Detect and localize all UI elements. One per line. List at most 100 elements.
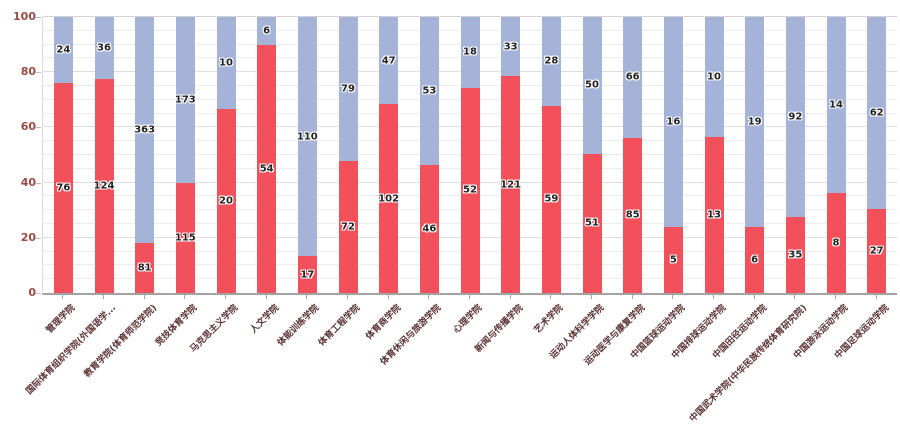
x-axis-tick [753, 295, 755, 299]
bar-value-label-blue: 33 [503, 41, 518, 53]
bar-segment-blue[interactable] [541, 17, 561, 106]
bar-segment-blue[interactable] [94, 17, 114, 80]
x-axis-tick [875, 295, 877, 299]
bar-segment-red[interactable] [379, 104, 399, 293]
bar-segment-red[interactable] [745, 226, 765, 293]
bar-segment-red[interactable] [419, 164, 439, 293]
bar-segment-red[interactable] [297, 256, 317, 293]
y-axis-tick-label: 20 [20, 230, 36, 244]
bar-value-label-blue: 110 [296, 131, 318, 143]
bar-segment-red[interactable] [501, 76, 521, 293]
x-axis-category-label: 心理学院 [451, 303, 485, 336]
bar-value-label-blue: 36 [97, 42, 111, 54]
y-axis-tick [35, 127, 41, 129]
bar-segment-blue[interactable] [704, 17, 724, 137]
bar-segment-red[interactable] [826, 192, 846, 293]
bar-value-label-blue: 19 [747, 116, 762, 128]
bar-value-label-blue: 47 [381, 55, 396, 67]
plot-area: 76 24 124 36 81 363 115 173 20 10 54 6 17 110 72 79 102 4… [42, 16, 897, 295]
bar-segment-blue[interactable] [297, 17, 317, 257]
bar-segment-red[interactable] [785, 216, 805, 293]
x-axis-tick [835, 295, 836, 299]
x-axis-tick [387, 295, 389, 299]
x-axis-tick [713, 295, 714, 299]
bar-segment-red[interactable] [94, 79, 114, 293]
bar-segment-blue[interactable] [867, 17, 887, 210]
y-axis-tick-label: 40 [20, 175, 36, 189]
bar-segment-blue[interactable] [582, 17, 602, 154]
bar-segment-blue[interactable] [460, 17, 480, 88]
bar-value-label-red: 27 [869, 245, 884, 257]
y-axis-tick [35, 293, 41, 294]
bar-segment-red[interactable] [541, 105, 561, 293]
bar-segment-red[interactable] [867, 209, 887, 293]
bar-value-label-red: 102 [378, 193, 400, 205]
x-axis-tick [265, 295, 267, 299]
bar-value-label-red: 35 [788, 249, 803, 261]
y-axis-tick [35, 237, 41, 239]
bar-segment-red[interactable] [338, 161, 358, 293]
x-axis-category-label: 体育工程学院 [316, 303, 363, 349]
bar-value-label-red: 52 [463, 184, 477, 196]
bar-value-label-blue: 28 [544, 55, 559, 67]
bar-segment-blue[interactable] [745, 17, 765, 227]
x-axis-tick [62, 295, 64, 299]
x-axis-tick [103, 295, 104, 299]
bar-value-label-red: 5 [669, 254, 677, 266]
bar-segment-blue[interactable] [338, 17, 358, 162]
bar-value-label-blue: 50 [585, 79, 599, 91]
bar-value-label-red: 81 [137, 262, 152, 274]
bar-segment-blue[interactable] [826, 17, 846, 193]
bar-value-label-blue: 18 [463, 46, 477, 58]
bar-segment-red[interactable] [704, 137, 724, 293]
bar-segment-blue[interactable] [175, 17, 195, 183]
bar-segment-blue[interactable] [663, 17, 683, 228]
bar-segment-red[interactable] [175, 182, 195, 293]
bar-value-label-blue: 24 [56, 44, 71, 56]
bar-value-label-red: 13 [707, 209, 721, 221]
bar-value-label-red: 51 [585, 217, 599, 229]
bar-segment-red[interactable] [53, 83, 73, 293]
y-axis-tick [35, 72, 41, 74]
x-axis-tick [306, 295, 308, 299]
bar-segment-red[interactable] [582, 153, 602, 293]
bar-value-label-blue: 14 [829, 99, 843, 111]
x-axis-category-label: 人文学院 [248, 303, 281, 336]
bar-value-label-red: 6 [751, 254, 759, 266]
bar-segment-red[interactable] [623, 137, 643, 293]
bar-segment-blue[interactable] [501, 17, 521, 77]
bar-value-label-red: 115 [174, 232, 196, 244]
y-axis-tick [35, 17, 41, 18]
y-axis-tick [35, 182, 41, 184]
bar-segment-red[interactable] [216, 109, 236, 293]
bar-segment-blue[interactable] [135, 17, 155, 243]
bar-value-label-blue: 16 [666, 116, 681, 128]
bar-segment-blue[interactable] [216, 17, 236, 109]
bar-value-label-red: 76 [56, 182, 71, 194]
bar-segment-red[interactable] [460, 87, 480, 293]
bar-value-label-blue: 79 [341, 83, 355, 95]
bar-segment-red[interactable] [135, 242, 155, 293]
x-axis-category-label: 教育学院(体育师范学院) [82, 303, 159, 380]
bar-segment-blue[interactable] [419, 17, 439, 165]
bar-value-label-red: 124 [93, 180, 115, 192]
bar-value-label-red: 85 [625, 209, 640, 221]
bar-value-label-blue: 10 [219, 57, 233, 69]
bar-value-label-red: 46 [422, 223, 437, 235]
x-axis-category-label: 体育商学院 [363, 303, 403, 343]
x-axis-tick [591, 295, 592, 299]
x-axis-category-label: 体能训练学院 [276, 303, 322, 349]
bar-value-label-blue: 173 [174, 94, 196, 106]
bar-segment-blue[interactable] [257, 17, 277, 45]
bar-value-label-blue: 10 [707, 71, 721, 83]
bar-segment-red[interactable] [257, 44, 277, 293]
x-axis-tick [794, 295, 796, 299]
x-axis-tick [672, 295, 674, 299]
bar-segment-blue[interactable] [53, 17, 73, 84]
bar-segment-blue[interactable] [785, 17, 805, 217]
bar-segment-blue[interactable] [623, 17, 643, 138]
bar-segment-red[interactable] [663, 227, 683, 293]
bar-segment-blue[interactable] [379, 17, 399, 105]
x-axis-tick [428, 295, 430, 299]
